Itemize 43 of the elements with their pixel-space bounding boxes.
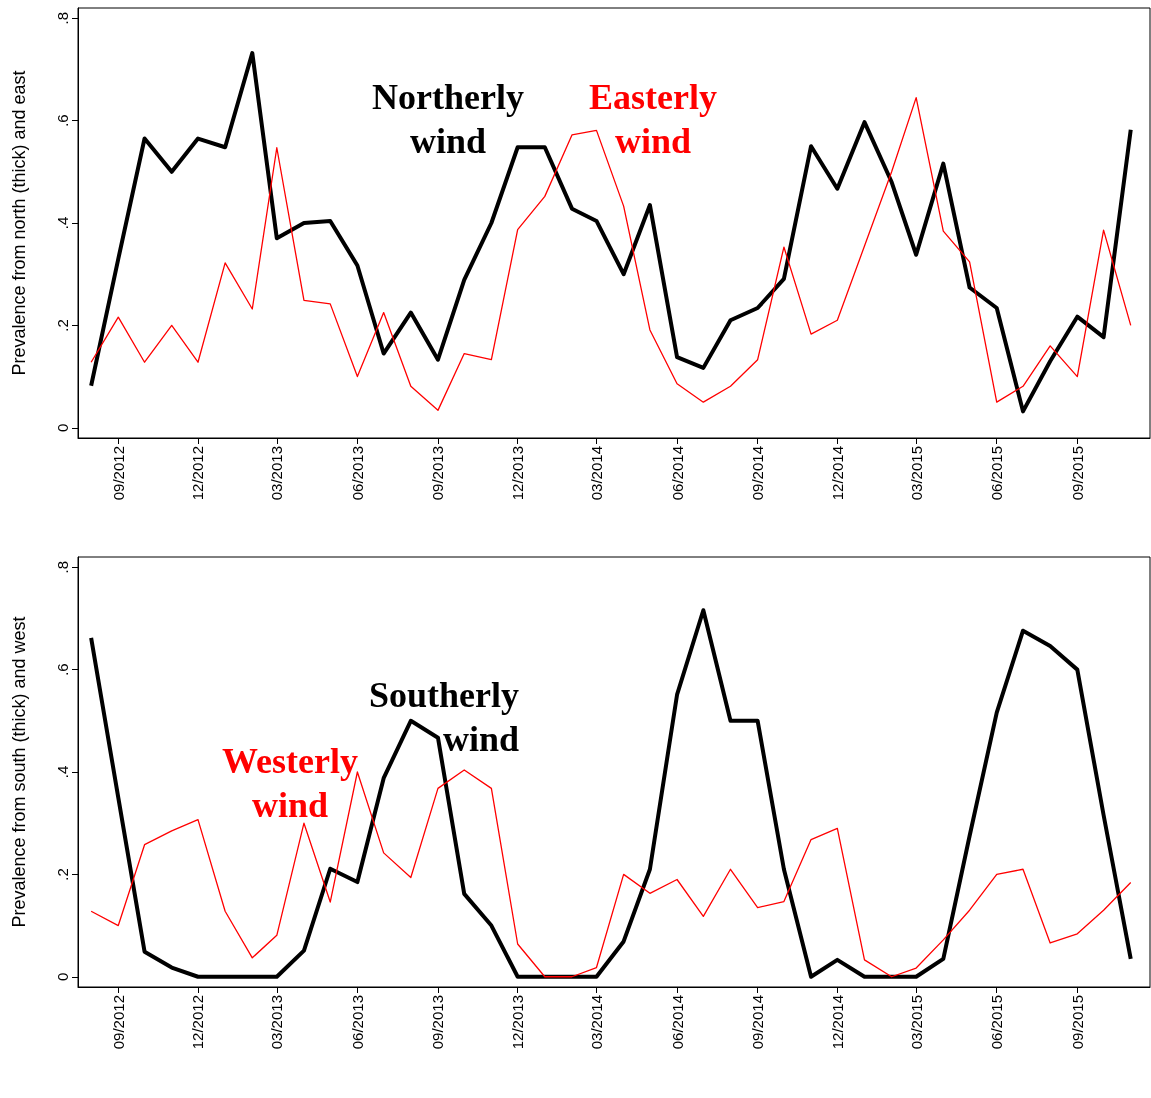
- y-tick-label: .2: [54, 868, 71, 881]
- y-tick-label: .8: [54, 560, 71, 574]
- x-tick-label: 06/2013: [348, 446, 366, 501]
- x-tick-label: 06/2015: [988, 446, 1006, 501]
- x-tick-label: 12/2014: [828, 446, 846, 501]
- y-axis-title: Prevalence from north (thick) and east: [9, 70, 29, 376]
- series-label: Northerly wind: [372, 77, 524, 161]
- x-tick-label: 09/2012: [109, 446, 127, 501]
- y-tick-label: 0: [54, 423, 71, 432]
- series-label: Southerly wind: [368, 675, 519, 759]
- x-tick-label: 06/2015: [988, 995, 1006, 1050]
- x-tick-label: 12/2012: [189, 995, 207, 1050]
- y-tick-label: .4: [54, 216, 71, 230]
- x-tick-label: 03/2015: [907, 995, 925, 1050]
- y-tick-label: .8: [54, 11, 71, 25]
- y-tick-label: .6: [54, 663, 71, 676]
- y-tick-label: .2: [54, 319, 71, 332]
- series-label: Easterly wind: [589, 77, 717, 161]
- y-tick-label: 0: [54, 972, 71, 981]
- y-tick-label: .6: [54, 114, 71, 127]
- x-tick-label: 12/2013: [509, 446, 527, 501]
- x-tick-label: 06/2013: [348, 995, 366, 1050]
- x-tick-label: 09/2013: [429, 446, 447, 501]
- x-tick-label: 12/2013: [509, 995, 527, 1050]
- x-tick-label: 03/2013: [268, 995, 286, 1050]
- x-tick-label: 06/2014: [668, 995, 686, 1050]
- x-tick-label: 06/2014: [668, 446, 686, 501]
- x-tick-label: 12/2014: [828, 995, 846, 1050]
- x-tick-label: 09/2014: [749, 995, 767, 1050]
- x-tick-label: 09/2015: [1068, 995, 1086, 1050]
- line-series: [89, 608, 1133, 979]
- x-tick-label: 03/2013: [268, 446, 286, 501]
- series-label: Westerly wind: [222, 741, 358, 825]
- x-tick-label: 12/2012: [189, 446, 207, 501]
- y-axis-title: Prevalence from south (thick) and west: [9, 616, 29, 928]
- x-tick-label: 03/2015: [907, 446, 925, 501]
- y-tick-label: .4: [54, 765, 71, 779]
- x-tick-label: 03/2014: [587, 446, 605, 501]
- x-tick-label: 09/2013: [429, 995, 447, 1050]
- x-tick-label: 09/2012: [109, 995, 127, 1050]
- x-tick-label: 09/2014: [749, 446, 767, 501]
- x-tick-label: 09/2015: [1068, 446, 1086, 501]
- x-tick-label: 03/2014: [587, 995, 605, 1050]
